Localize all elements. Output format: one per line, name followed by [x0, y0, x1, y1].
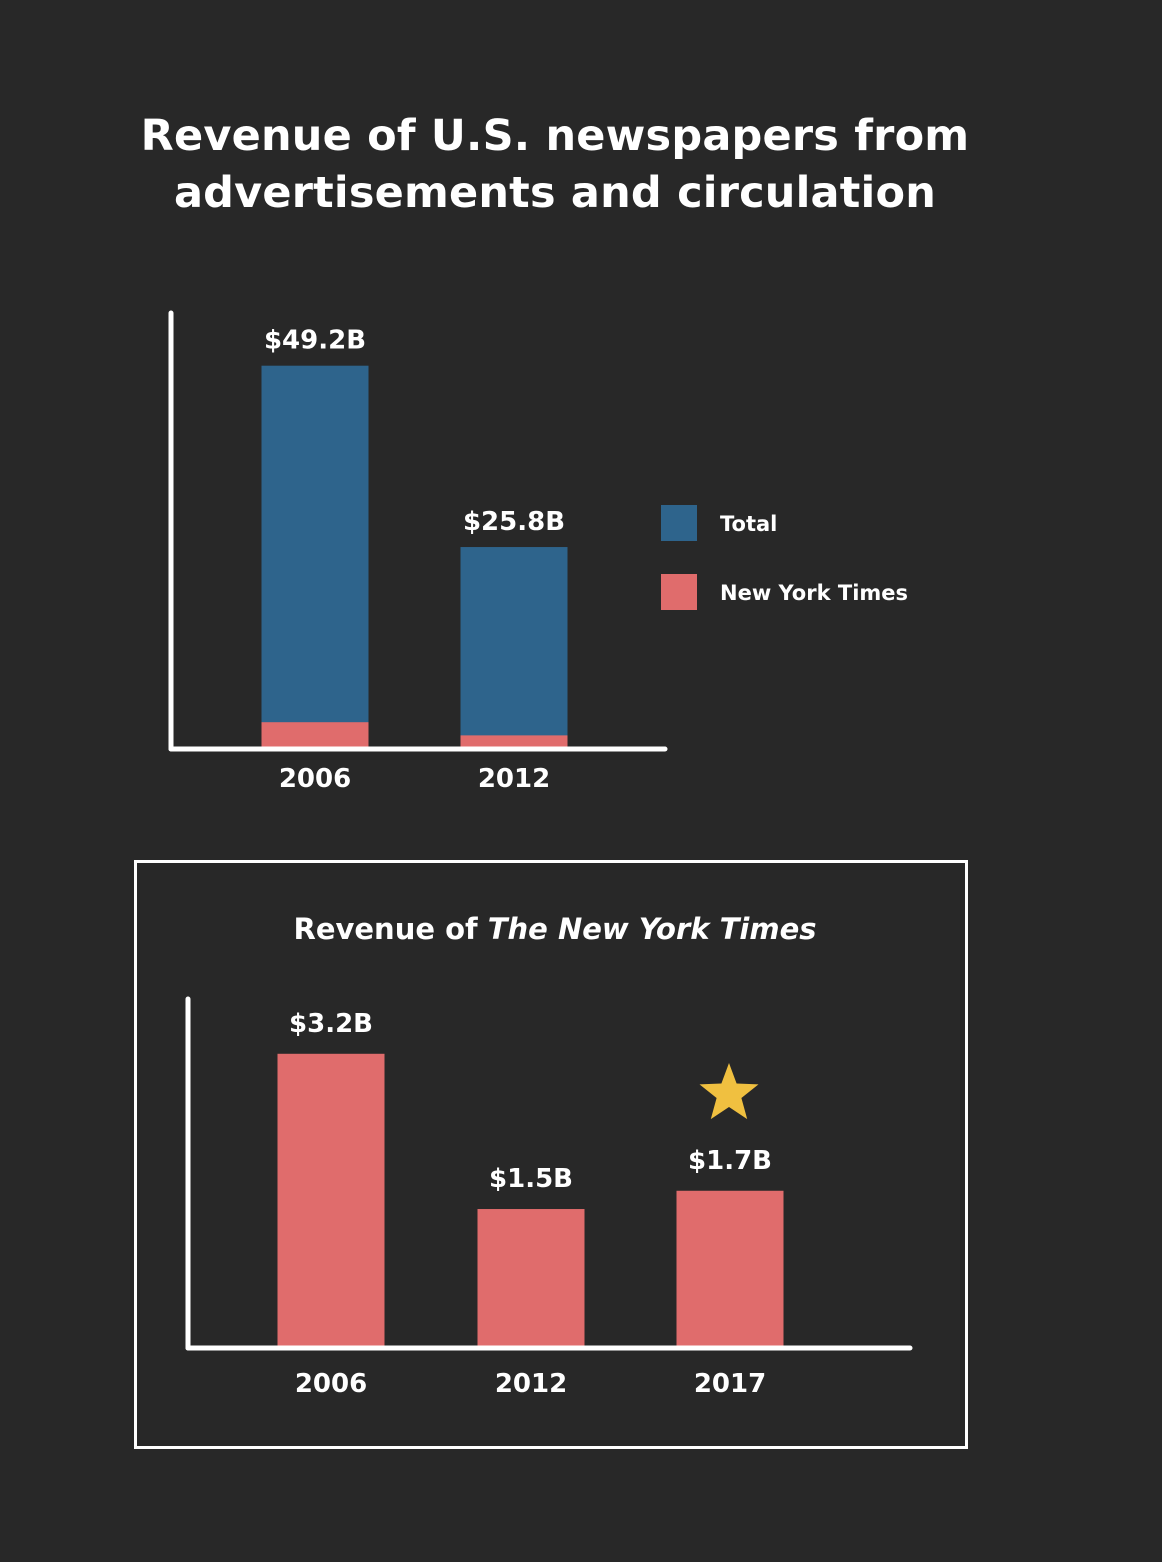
legend-swatch-total	[661, 505, 697, 541]
value-label-total-2012: $25.8B	[463, 507, 565, 537]
value-label-nyt-2006: $3.2B	[289, 1009, 373, 1039]
bar-nyt-revenue-2006	[277, 1053, 385, 1346]
chart1-value-labels: $49.2B $25.8B	[264, 326, 565, 537]
chart2-title-publication: The New York Times	[488, 912, 817, 946]
bar-nyt-revenue-2012	[477, 1209, 585, 1346]
legend-label-nyt: New York Times	[720, 581, 908, 605]
chart1-bars	[261, 365, 568, 747]
x-tick-label-2006: 2006	[279, 764, 351, 794]
x-tick-label-2012: 2012	[478, 764, 550, 794]
legend-swatch-nyt	[661, 574, 697, 610]
chart2-frame	[134, 860, 968, 1449]
x-tick-label-2006: 2006	[295, 1369, 367, 1399]
value-label-total-2006: $49.2B	[264, 326, 366, 356]
x-tick-label-2017: 2017	[694, 1369, 766, 1399]
chart2-title: Revenue of The New York Times	[293, 912, 816, 946]
chart2-title-prefix: Revenue of	[293, 912, 487, 946]
value-label-nyt-2012: $1.5B	[489, 1164, 573, 1194]
chart2-value-labels: $3.2B $1.5B $1.7B	[289, 1009, 772, 1194]
legend-label-total: Total	[720, 512, 777, 536]
star-icon	[699, 1063, 759, 1120]
chart2-bars	[277, 1053, 784, 1346]
main-title: Revenue of U.S. newspapers from advertis…	[140, 111, 970, 218]
bar-total-2006	[261, 365, 369, 747]
chart-nyt-revenue: Revenue of The New York Times $3.2B $1.5B…	[134, 860, 968, 1449]
bar-total-2012	[460, 547, 568, 747]
chart1-x-tick-labels: 2006 2012	[279, 764, 550, 794]
chart2-x-tick-labels: 2006 2012 2017	[295, 1369, 766, 1399]
chart-us-newspapers: $49.2B $25.8B 2006 2012 Total New York Tim…	[168, 310, 908, 794]
bar-nyt-2012	[460, 735, 568, 747]
value-label-nyt-2017: $1.7B	[688, 1146, 772, 1176]
chart1-legend: Total New York Times	[661, 505, 908, 610]
x-tick-label-2012: 2012	[495, 1369, 567, 1399]
bar-nyt-revenue-2017	[676, 1190, 784, 1346]
bar-nyt-2006	[261, 722, 369, 747]
